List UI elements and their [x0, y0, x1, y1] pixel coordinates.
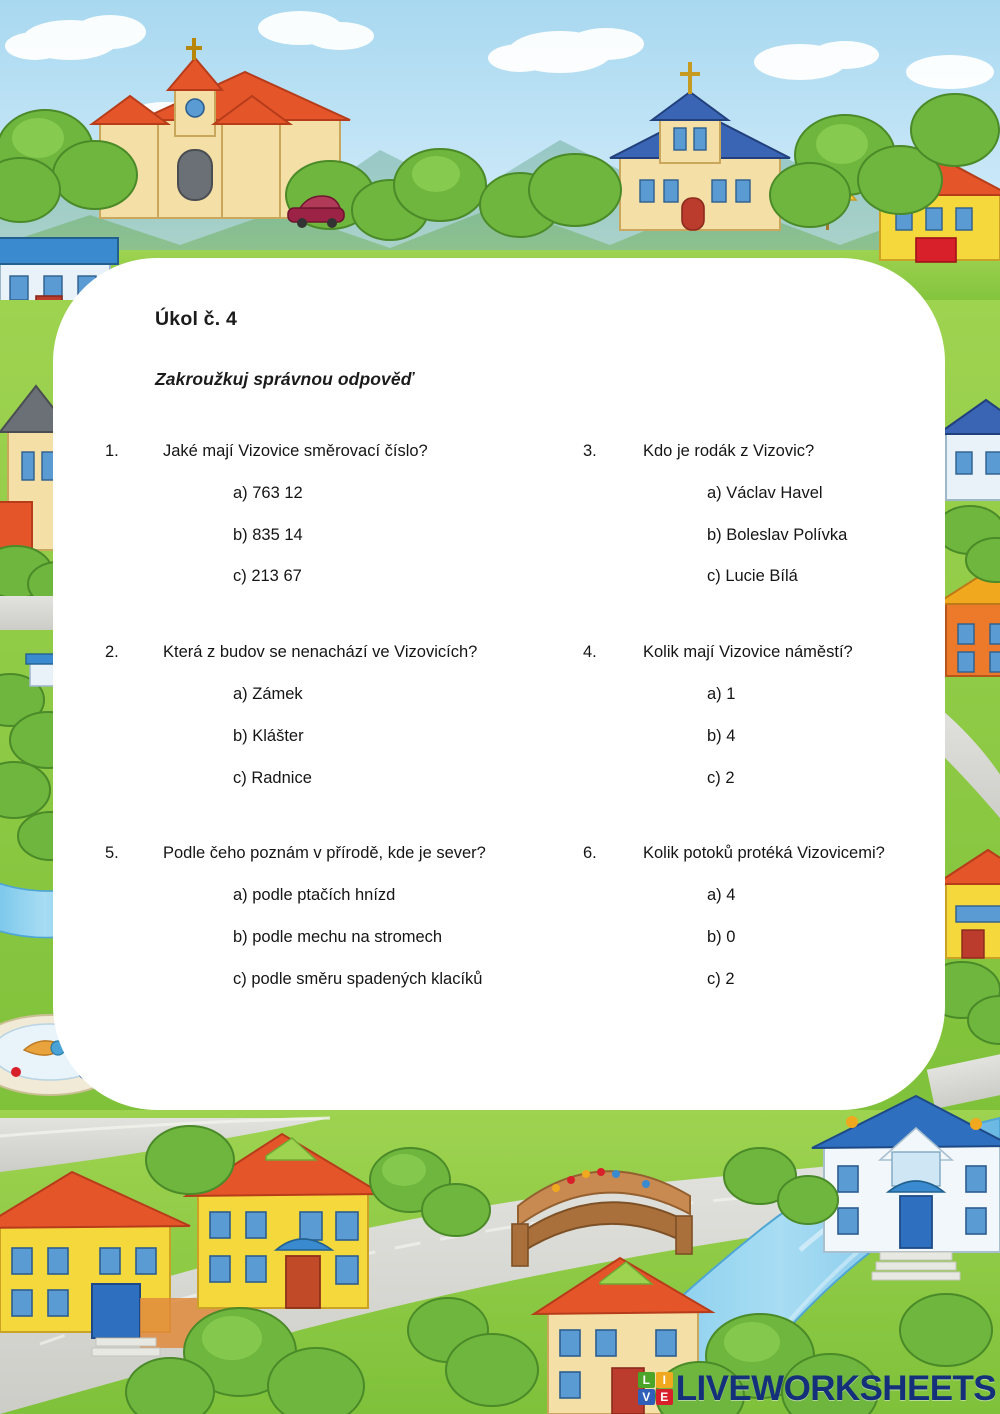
question-head-5: 5. Podle čeho poznám v přírodě, kde je s…	[105, 844, 583, 864]
question-6-option-c[interactable]: c) 2	[707, 969, 735, 988]
question-block-2: 2. Která z budov se nenachází ve Vizovic…	[105, 643, 583, 788]
house-bottom-left	[0, 1170, 222, 1357]
question-6-option-b[interactable]: b) 0	[707, 927, 736, 946]
logo-block-i: I	[655, 1371, 673, 1388]
question-4-option-a[interactable]: a) 1	[707, 684, 736, 703]
question-text-5: Podle čeho poznám v přírodě, kde je seve…	[163, 844, 486, 863]
question-text-6: Kolik potoků protéká Vizovicemi?	[643, 844, 885, 863]
red-car	[287, 195, 345, 228]
question-head-2: 2. Která z budov se nenachází ve Vizovic…	[105, 643, 583, 663]
question-head-6: 6. Kolik potoků protéká Vizovicemi?	[583, 844, 893, 864]
question-text-2: Která z budov se nenachází ve Vizovicích…	[163, 643, 478, 662]
question-6-option-a[interactable]: a) 4	[707, 886, 736, 905]
house-bottom-center	[182, 1132, 386, 1309]
question-number-1: 1.	[105, 442, 119, 460]
questions-grid: 1. Jaké mají Vizovice směrovací číslo? a…	[105, 442, 893, 990]
question-1-option-a[interactable]: a) 763 12	[233, 483, 303, 502]
question-1-option-b[interactable]: b) 835 14	[233, 525, 303, 544]
question-5-option-c[interactable]: c) podle směru spadených klacíků	[233, 969, 483, 988]
question-4-option-c[interactable]: c) 2	[707, 768, 735, 787]
question-5-option-b[interactable]: b) podle mechu na stromech	[233, 927, 443, 946]
liveworksheets-watermark: L I V E LIVEWORKSHEETS	[637, 1368, 997, 1408]
logo-block-e: E	[655, 1388, 673, 1405]
question-text-4: Kolik mají Vizovice náměstí?	[643, 643, 853, 662]
question-2-option-c[interactable]: c) Radnice	[233, 768, 312, 787]
question-text-1: Jaké mají Vizovice směrovací číslo?	[163, 442, 428, 460]
question-block-5: 5. Podle čeho poznám v přírodě, kde je s…	[105, 844, 583, 989]
logo-block-l: L	[637, 1371, 655, 1388]
question-number-6: 6.	[583, 844, 597, 863]
liveworksheets-wordmark: LIVEWORKSHEETS	[675, 1368, 997, 1408]
tree-cluster-top	[0, 93, 1000, 241]
liveworksheets-logo-blocks: L I V E	[637, 1371, 673, 1405]
bridge	[511, 1168, 693, 1267]
logo-block-v: V	[637, 1388, 655, 1405]
question-number-2: 2.	[105, 643, 119, 662]
question-1-option-c[interactable]: c) 213 67	[233, 567, 302, 586]
task-instruction: Zakroužkuj správnou odpověď	[155, 369, 414, 389]
question-4-option-b[interactable]: b) 4	[707, 726, 736, 745]
question-block-1: 1. Jaké mají Vizovice směrovací číslo? a…	[105, 442, 583, 587]
bottom-village-scene	[0, 1094, 1000, 1414]
question-number-3: 3.	[583, 442, 597, 460]
question-number-4: 4.	[583, 643, 597, 662]
question-2-option-b[interactable]: b) Klášter	[233, 726, 304, 745]
question-3-option-c[interactable]: c) Lucie Bílá	[707, 567, 798, 586]
question-head-1: 1. Jaké mají Vizovice směrovací číslo?	[105, 442, 583, 462]
question-2-option-a[interactable]: a) Zámek	[233, 684, 303, 703]
question-5-option-a[interactable]: a) podle ptačích hnízd	[233, 886, 396, 905]
question-3-option-a[interactable]: a) Václav Havel	[707, 483, 823, 502]
worksheet-card: Úkol č. 4 Zakroužkuj správnou odpověď 1.…	[53, 258, 945, 1110]
question-block-6: 6. Kolik potoků protéká Vizovicemi? a) 4…	[583, 844, 893, 989]
question-block-3: 3. Kdo je rodák z Vizovic? a) Václav Hav…	[583, 442, 893, 587]
page-title: Úkol č. 4	[155, 308, 237, 330]
question-head-3: 3. Kdo je rodák z Vizovic?	[583, 442, 893, 462]
question-block-4: 4. Kolik mají Vizovice náměstí? a) 1 b) …	[583, 643, 893, 788]
question-3-option-b[interactable]: b) Boleslav Polívka	[707, 525, 848, 544]
question-text-3: Kdo je rodák z Vizovic?	[643, 442, 815, 460]
question-head-4: 4. Kolik mají Vizovice náměstí?	[583, 643, 893, 663]
question-number-5: 5.	[105, 844, 119, 863]
